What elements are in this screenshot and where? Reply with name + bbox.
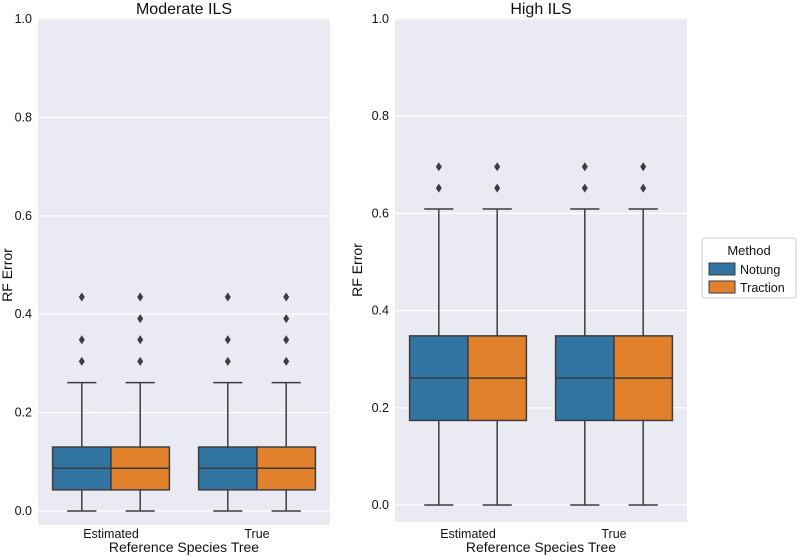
y-tick-label: 0.8 [372,109,389,123]
boxplot-traction-true [256,292,317,512]
outlier-point [224,335,231,345]
outlier-point [137,335,144,345]
outlier-point [435,183,442,193]
outlier-point [640,162,647,172]
outlier-point [224,292,231,302]
outlier-point [581,162,588,172]
outlier-point [283,292,290,302]
outlier-point [283,335,290,345]
outlier-point [224,356,231,366]
legend-swatch-traction [708,280,736,294]
chart-panel-moderate-ils: 0.0 0.2 0.4 0.6 0.8 1.0 Estimated True Moderat… [0,1,330,555]
legend-title: Method [727,243,770,258]
y-tick-label: 1.0 [372,12,389,26]
outlier-point [581,183,588,193]
outlier-point [78,292,85,302]
chart-title: Moderate ILS [136,1,232,18]
x-axis-label: Reference Species Tree [466,539,616,555]
legend: Method Notung Traction [701,237,797,299]
outlier-point [137,356,144,366]
x-tick-labels: Estimated True [83,527,269,541]
boxplot-traction-estimated [467,162,528,506]
x-tick-labels: Estimated True [440,527,626,541]
y-tick-label: 0.6 [372,206,389,220]
y-tick-label: 0.4 [372,304,389,318]
x-axis-label: Reference Species Tree [109,539,259,555]
y-axis-label: RF Error [0,248,15,302]
boxplot-notung-estimated [408,162,469,506]
legend-swatch-notung [708,262,736,276]
outlier-point [283,356,290,366]
x-tick-label: True [244,527,269,541]
y-tick-label: 0.2 [372,401,389,415]
outlier-point [494,183,501,193]
y-tick-labels: 0.0 0.2 0.4 0.6 0.8 1.0 [372,12,389,512]
outlier-point [137,314,144,324]
plot-area-background [38,18,330,525]
boxplots [408,162,674,506]
y-tick-label: 0.2 [15,406,32,420]
legend-label-notung: Notung [740,263,780,277]
outlier-point [78,356,85,366]
y-tick-label: 1.0 [15,12,32,26]
plot-area-background [395,18,687,522]
y-axis-label: RF Error [349,243,365,297]
chart-panel-high-ils: 0.0 0.2 0.4 0.6 0.8 1.0 Estimated True High IL… [349,1,687,555]
x-tick-label: Estimated [83,527,139,541]
boxplot-notung-true [554,162,615,506]
legend-label-traction: Traction [740,281,785,295]
chart-title: High ILS [510,1,571,18]
y-tick-label: 0.0 [372,498,389,512]
outlier-point [640,183,647,193]
boxplot-traction-estimated [110,292,171,512]
boxplot-notung-estimated [51,292,112,512]
y-tick-label: 0.6 [15,209,32,223]
outlier-point [494,162,501,172]
outlier-point [137,292,144,302]
outlier-point [78,335,85,345]
y-tick-label: 0.0 [15,504,32,518]
x-tick-label: True [601,527,626,541]
x-tick-label: Estimated [440,527,496,541]
boxplot-traction-true [613,162,674,506]
y-tick-label: 0.8 [15,110,32,124]
y-tick-label: 0.4 [15,307,32,321]
outlier-point [435,162,442,172]
boxplots [51,292,317,512]
outlier-point [283,314,290,324]
y-tick-labels: 0.0 0.2 0.4 0.6 0.8 1.0 [15,12,32,518]
